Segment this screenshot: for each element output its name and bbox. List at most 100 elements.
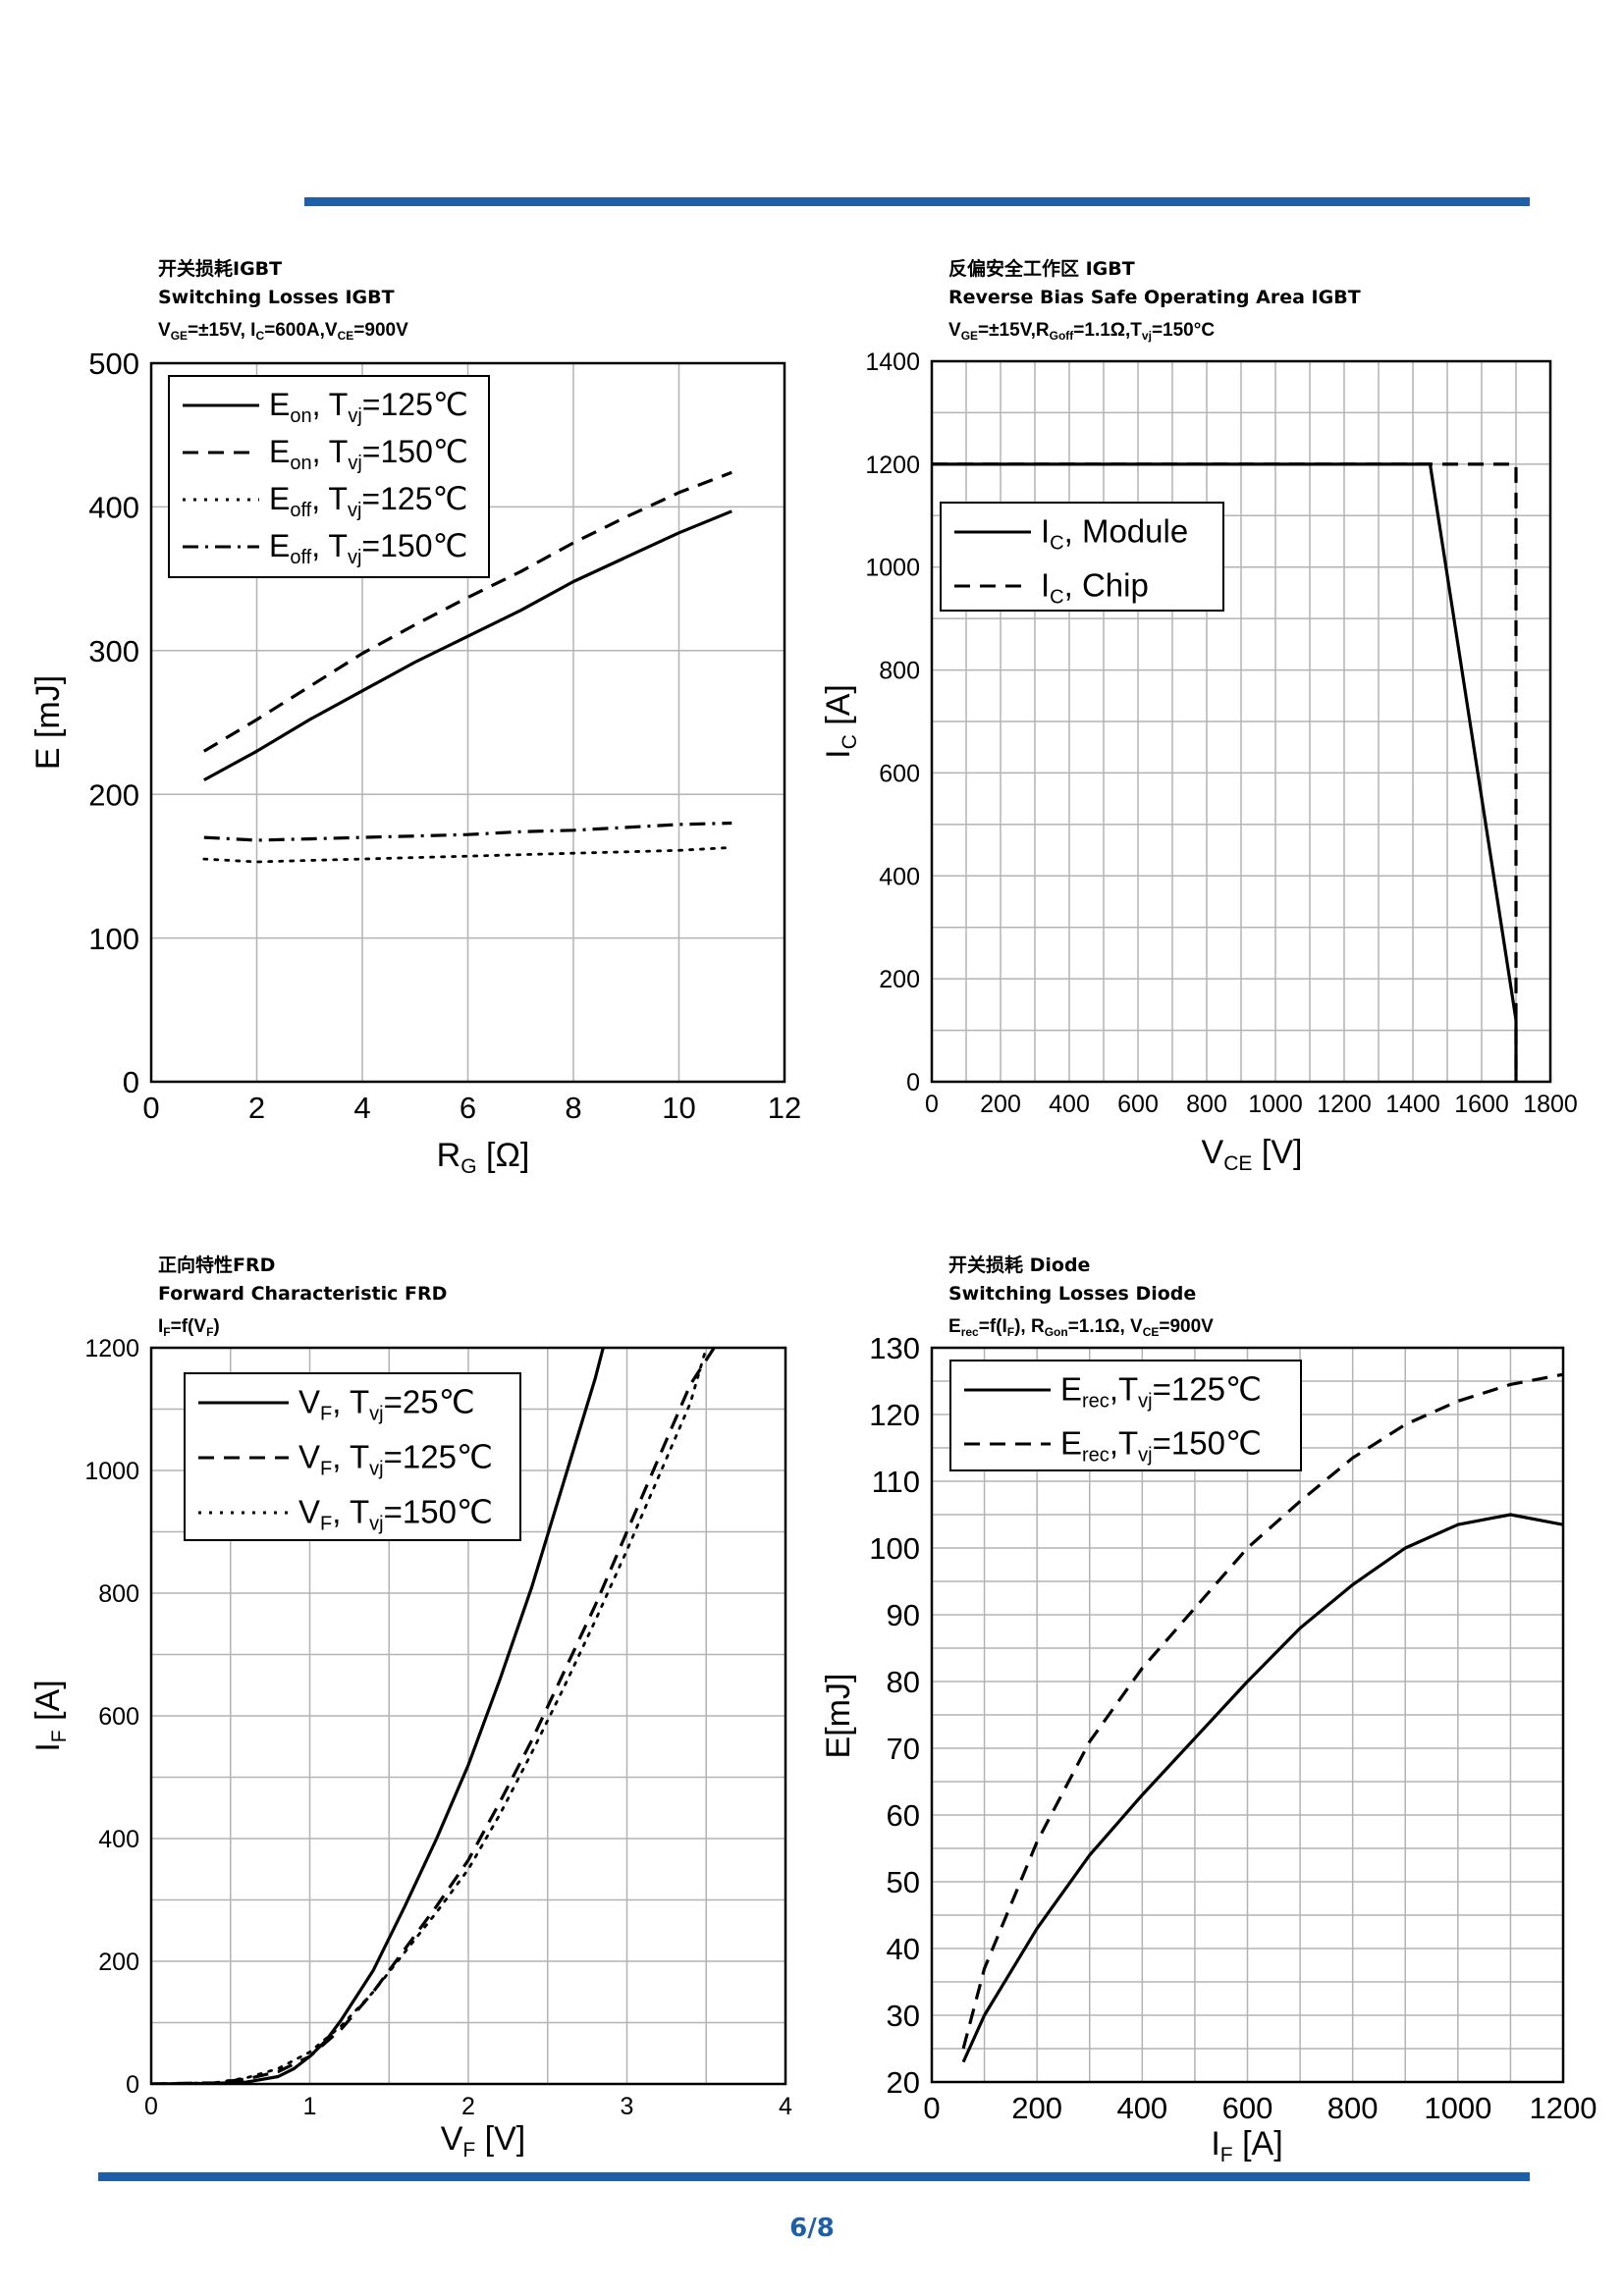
chart3-condition: IF=f(VF)	[158, 1316, 220, 1339]
x-tick-label: 400	[1049, 1091, 1090, 1118]
x-axis-label: IF [A]	[1211, 2125, 1282, 2166]
page-number: 6/8	[789, 2214, 835, 2243]
x-tick-label: 200	[980, 1091, 1021, 1118]
x-tick-label: 800	[1327, 2091, 1379, 2125]
series-line-2	[202, 470, 732, 753]
y-tick-label: 90	[887, 1598, 920, 1632]
x-tick-label: 1	[303, 2093, 317, 2120]
y-axis-label: E[mJ]	[820, 1674, 857, 1759]
x-tick-label: 6	[460, 1091, 476, 1125]
legend-box	[949, 1360, 1302, 1471]
y-tick-label: 0	[123, 1065, 139, 1099]
series-line-3	[151, 1346, 708, 2084]
y-tick-label: 20	[887, 2065, 920, 2100]
y-tick-label: 100	[869, 1531, 920, 1566]
series-line-2	[151, 1347, 716, 2084]
y-tick-label: 80	[887, 1665, 920, 1699]
legend-label-2: Eon, Tvj=150℃	[269, 434, 468, 474]
chart-3: IF=f(VF) 0 1 2 3 4 0 200 400 600 800 1000 1200 VF [V]…	[29, 1316, 792, 2162]
legend-label-3: Eoff, Tvj=125℃	[269, 481, 467, 521]
y-tick-label: 600	[879, 760, 920, 787]
x-tick-label: 600	[1222, 2091, 1273, 2125]
y-tick-label: 0	[126, 2071, 139, 2099]
series-line-1	[961, 1513, 1563, 2063]
x-axis-label: VCE [V]	[1202, 1134, 1303, 1175]
y-tick-label: 200	[98, 1949, 139, 1976]
series-line-1	[151, 1347, 605, 2084]
x-tick-label: 0	[923, 2091, 940, 2125]
chart2-title-block: 反偏安全工作区 IGBT Reverse Bias Safe Operating…	[948, 255, 1361, 312]
chart1-title-en: Switching Losses IGBT	[158, 287, 395, 308]
x-tick-label: 1000	[1424, 2091, 1491, 2125]
legend-label-2: IC, Chip	[1041, 567, 1149, 609]
x-tick-label: 200	[1011, 2091, 1062, 2125]
x-tick-label: 8	[565, 1091, 581, 1125]
y-tick-label: 800	[879, 658, 920, 685]
legend-label-3: VF, Tvj=150℃	[298, 1494, 493, 1535]
chart4-title-en: Switching Losses Diode	[948, 1283, 1197, 1305]
chart-4: Erec=f(IF), RGon=1.1Ω, VCE=900V 0 200 400 60…	[820, 1316, 1597, 2166]
chart4-condition: Erec=f(IF), RGon=1.1Ω, VCE=900V	[948, 1316, 1214, 1339]
y-axis-label: IC [A]	[820, 684, 861, 759]
legend-box	[940, 502, 1224, 612]
chart-1: VGE=±15V, IC=600A,VCE=900V 0 2 4 6 8 10 12 0 100 2…	[29, 320, 801, 1178]
x-tick-label: 1400	[1385, 1091, 1440, 1118]
plot-frame	[930, 1346, 1565, 2084]
y-tick-label: 500	[88, 347, 139, 381]
y-tick-label: 1400	[865, 348, 920, 376]
y-tick-label: 600	[98, 1703, 139, 1731]
y-tick-label: 30	[887, 1999, 920, 2033]
legend-label-2: VF, Tvj=125℃	[298, 1439, 493, 1480]
y-tick-label: 100	[88, 922, 139, 956]
x-tick-label: 600	[1117, 1091, 1159, 1118]
bottom-accent-rule	[98, 2172, 1530, 2181]
chart4-title-cn: 开关损耗 Diode	[948, 1255, 1091, 1276]
y-tick-label: 60	[887, 1798, 920, 1833]
legend-box	[168, 375, 490, 578]
x-tick-label: 2	[461, 2093, 475, 2120]
x-tick-label: 1800	[1523, 1091, 1578, 1118]
x-axis-label: VF [V]	[441, 2120, 526, 2162]
chart2-title-cn: 反偏安全工作区 IGBT	[948, 258, 1135, 280]
series-line-2	[932, 462, 1518, 1082]
y-tick-label: 70	[887, 1732, 920, 1766]
y-tick-label: 800	[98, 1580, 139, 1608]
x-tick-label: 3	[621, 2093, 634, 2120]
legend-box	[184, 1372, 521, 1541]
y-tick-label: 1200	[84, 1335, 139, 1362]
x-tick-label: 0	[144, 2093, 158, 2120]
series-line-4	[203, 821, 732, 842]
legend-label-1: Erec,Tvj=125℃	[1060, 1371, 1262, 1413]
x-tick-label: 4	[779, 2093, 792, 2120]
y-tick-label: 50	[887, 1865, 920, 1899]
chart1-title-block: 开关损耗IGBT Switching Losses IGBT	[158, 255, 395, 312]
legend-label-2: Erec,Tvj=150℃	[1060, 1425, 1262, 1467]
y-tick-label: 300	[88, 634, 139, 668]
x-tick-label: 4	[353, 1091, 370, 1125]
plot-frame	[930, 359, 1552, 1084]
x-tick-label: 1000	[1248, 1091, 1303, 1118]
y-tick-label: 120	[869, 1398, 920, 1432]
y-tick-label: 1000	[865, 555, 920, 582]
chart-2: VGE=±15V,RGoff=1.1Ω,Tvj=150°C 0 200 400 600 8…	[820, 320, 1578, 1175]
y-axis-label: IF [A]	[29, 1680, 71, 1751]
legend-label-1: IC, Module	[1041, 513, 1188, 555]
series-line-3	[202, 846, 733, 864]
x-tick-label: 1600	[1454, 1091, 1509, 1118]
y-tick-label: 1000	[84, 1458, 139, 1485]
series-line-1	[203, 509, 732, 782]
chart2-condition: VGE=±15V,RGoff=1.1Ω,Tvj=150°C	[948, 320, 1215, 343]
x-tick-label: 1200	[1530, 2091, 1597, 2125]
chart1-condition: VGE=±15V, IC=600A,VCE=900V	[158, 320, 408, 343]
x-tick-label: 12	[768, 1091, 801, 1125]
plot-frame	[149, 361, 786, 1084]
y-tick-label: 40	[887, 1932, 920, 1966]
y-tick-label: 130	[869, 1331, 920, 1365]
legend-label-4: Eoff, Tvj=150℃	[269, 528, 467, 568]
y-tick-label: 400	[879, 863, 920, 890]
y-tick-label: 110	[872, 1465, 920, 1499]
y-tick-label: 200	[879, 966, 920, 993]
chart3-title-block: 正向特性FRD Forward Characteristic FRD	[158, 1252, 447, 1308]
y-tick-label: 200	[88, 777, 139, 812]
